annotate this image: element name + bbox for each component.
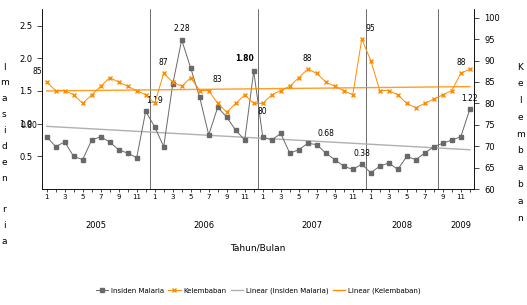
Text: I: I [3,63,5,72]
Text: n: n [518,214,523,223]
Text: 0.38: 0.38 [353,149,370,158]
Text: 0.80: 0.80 [20,121,37,130]
Text: 87: 87 [159,58,169,67]
Text: m: m [0,78,8,88]
Text: 83: 83 [213,75,222,84]
Text: a: a [2,237,7,246]
Text: 88: 88 [303,54,313,63]
Text: r: r [2,205,6,214]
Text: e: e [518,79,523,88]
Text: s: s [2,110,6,119]
Legend: Insiden Malaria, Kelembaban, Linear (Insiden Malaria), Linear (Kelembaban): Insiden Malaria, Kelembaban, Linear (Ins… [93,285,424,297]
Text: 1.80: 1.80 [236,55,254,63]
Text: a: a [518,197,523,206]
Text: 2006: 2006 [193,221,215,231]
Text: 2009: 2009 [450,221,471,231]
Text: 85: 85 [33,66,43,76]
Text: e: e [2,158,7,167]
Text: 80: 80 [258,107,268,116]
Text: 95: 95 [366,24,376,33]
Text: l: l [519,96,521,105]
Text: b: b [518,146,523,156]
Text: a: a [518,163,523,172]
Text: 2.28: 2.28 [173,24,190,33]
Text: 2008: 2008 [392,221,413,231]
Text: b: b [518,180,523,189]
Text: a: a [2,94,7,103]
Text: 1.22: 1.22 [462,94,478,103]
Text: i: i [3,126,5,135]
Text: 0.68: 0.68 [317,129,334,138]
Text: 2007: 2007 [301,221,323,231]
Text: 88: 88 [456,58,465,67]
Text: i: i [3,221,5,230]
Text: e: e [518,113,523,122]
Text: K: K [517,63,523,72]
Text: Tahun/Bulan: Tahun/Bulan [230,243,286,252]
Text: m: m [516,130,524,139]
Text: n: n [2,174,7,183]
Text: 2005: 2005 [86,221,106,231]
Text: d: d [2,142,7,151]
Text: 1.19: 1.19 [147,96,163,105]
